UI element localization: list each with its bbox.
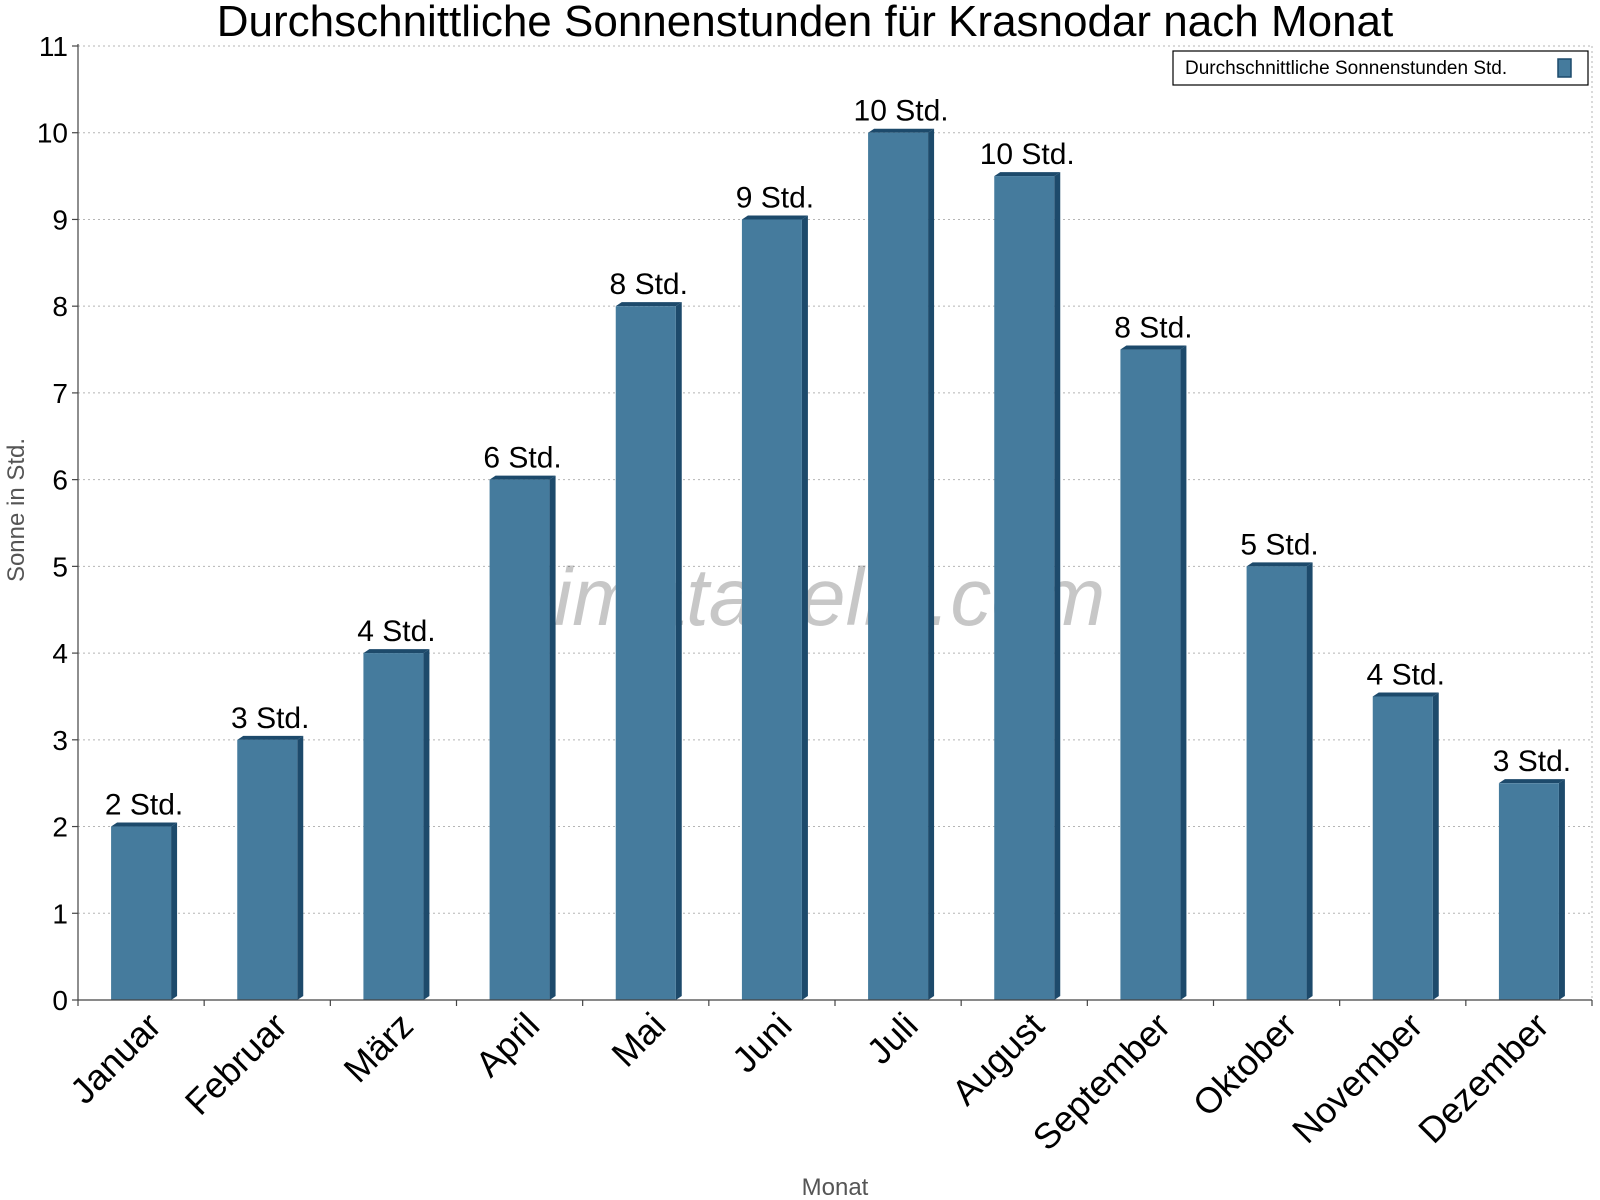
bar-front [363,653,424,1000]
y-tick-label: 8 [52,291,68,322]
chart-title: Durchschnittliche Sonnenstunden für Kras… [217,0,1393,46]
x-tick-label: August [944,1005,1052,1113]
bar [615,302,682,1000]
bar-front [868,132,929,1000]
bar-top [868,128,935,133]
bar-top [741,215,808,220]
bar-side [171,822,178,1000]
bar-top [1246,562,1313,567]
bar-front [489,479,550,1000]
bar-front [1120,349,1181,1001]
y-tick-label: 6 [52,465,68,496]
y-axis-label: Sonne in Std. [3,438,30,582]
data-label: 10 Std. [854,95,949,128]
x-tick-label: September [1025,1005,1179,1159]
x-tick-label: Juli [859,1005,926,1072]
data-labels: 2 Std. 3 Std. 4 Std. 6 Std. 8 Std. 9 Std. 10 S… [105,95,1571,822]
bar [111,822,178,1000]
data-label: 5 Std. [1240,528,1318,561]
y-tick-label: 5 [52,551,68,582]
data-label: 8 Std. [1114,312,1192,345]
y-tick-label: 1 [52,898,68,929]
y-tick-label: 10 [37,118,68,149]
bar-front [111,826,172,1000]
bar-front [741,219,802,1001]
bar-front [615,306,676,1000]
bars-group [111,128,1565,1001]
bar-top [994,172,1061,177]
bar-front [994,176,1055,1000]
x-tick-label: Oktober [1185,1005,1305,1125]
data-label: 8 Std. [610,268,688,301]
bar-side [1432,692,1439,1000]
bar-side [801,215,808,1001]
x-axis-label: Monat [802,1174,869,1200]
bar [489,475,556,1000]
y-tick-label: 0 [52,985,68,1016]
grid-lines [78,45,1593,1000]
x-tick-label: Dezember [1410,1005,1556,1151]
x-tick-label: Februar [177,1005,295,1123]
bar-top [1372,692,1439,697]
bar-top [1498,779,1565,784]
bar-top [111,822,178,827]
y-tick-label: 9 [52,204,68,235]
bar [363,649,430,1000]
bar-side [549,475,556,1000]
legend: Durchschnittliche Sonnenstunden Std. [1172,50,1589,86]
legend-swatch [1557,58,1572,78]
y-tick-labels: 0 1 2 3 4 5 6 7 8 9 10 11 [37,31,68,1016]
bar-side [1054,172,1061,1000]
bar-side [1306,562,1313,1000]
x-tick-label: April [467,1005,547,1085]
bar-front [237,739,298,1000]
bar [994,172,1061,1000]
bar-side [1180,345,1187,1001]
bar [237,735,304,1000]
x-tick-label: Mai [603,1005,673,1075]
bar-top [237,735,304,740]
x-tick-label: März [336,1005,422,1091]
y-tick-label: 4 [52,638,68,669]
bar-front [1246,566,1307,1000]
bar [741,215,808,1001]
bar-front [1372,696,1433,1000]
bar-side [675,302,682,1000]
data-label: 4 Std. [1367,658,1445,691]
bar-top [363,649,430,654]
bar-top [489,475,556,480]
x-tick-labels: Januar Februar März April Mai Juni Juli AugustS… [62,1005,1557,1159]
data-label: 2 Std. [105,789,183,822]
x-tick-label: November [1284,1005,1430,1151]
bar-front [1498,783,1559,1000]
axes-group [72,44,1593,1006]
y-tick-label: 7 [52,378,68,409]
bar-top [1120,345,1187,350]
data-label: 6 Std. [483,442,561,475]
bar [1246,562,1313,1000]
legend-label: Durchschnittliche Sonnenstunden Std. [1185,58,1507,79]
bar [1498,779,1565,1000]
y-tick-label: 3 [52,725,68,756]
bar-side [423,649,430,1000]
data-label: 10 Std. [980,138,1075,171]
bar-side [297,735,304,1000]
data-label: 9 Std. [736,181,814,214]
bar [1372,692,1439,1000]
bar-side [928,128,935,1000]
data-label: 4 Std. [357,615,435,648]
data-label: 3 Std. [231,702,309,735]
legend-box [1172,50,1589,86]
bar-side [1558,779,1565,1000]
bar [868,128,935,1000]
x-tick-label: Juni [724,1005,800,1081]
y-tick-label: 2 [52,812,68,843]
x-tick-label: Januar [62,1005,169,1112]
bar-top [615,302,682,307]
data-label: 3 Std. [1493,745,1571,778]
bar [1120,345,1187,1001]
y-tick-label: 11 [39,31,68,62]
